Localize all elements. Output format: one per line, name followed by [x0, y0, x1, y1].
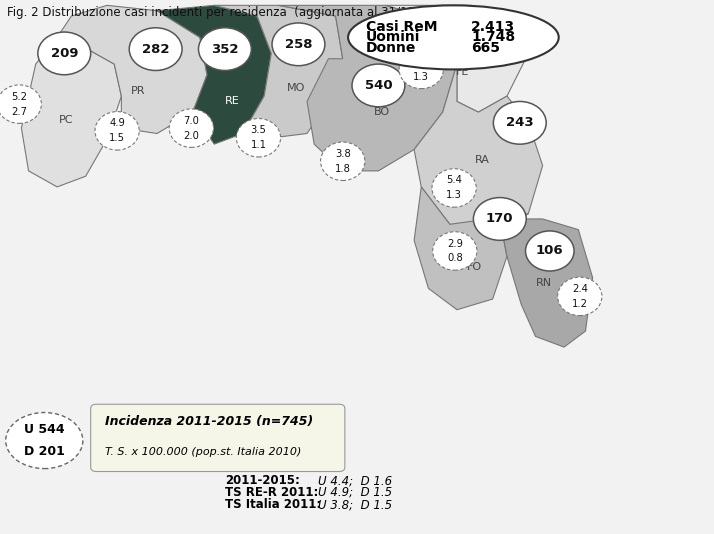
- FancyBboxPatch shape: [91, 404, 345, 472]
- Text: 258: 258: [285, 38, 312, 51]
- Text: 665: 665: [471, 41, 501, 55]
- Polygon shape: [414, 187, 528, 310]
- Text: 5.2: 5.2: [11, 92, 27, 101]
- Text: RA: RA: [475, 155, 489, 165]
- Ellipse shape: [352, 64, 405, 107]
- Text: TS Italia 2011:: TS Italia 2011:: [225, 498, 321, 511]
- Text: 2.4: 2.4: [572, 284, 588, 294]
- Text: 2.9: 2.9: [447, 239, 463, 248]
- Text: 5.4: 5.4: [446, 176, 462, 185]
- Text: 1.748: 1.748: [471, 30, 516, 44]
- Ellipse shape: [198, 28, 251, 70]
- Text: 106: 106: [536, 245, 563, 257]
- Ellipse shape: [6, 412, 83, 469]
- Text: U 544: U 544: [24, 423, 64, 436]
- Polygon shape: [386, 5, 528, 112]
- Text: FO: FO: [467, 262, 483, 272]
- Text: U 3.8;  D 1.5: U 3.8; D 1.5: [318, 498, 392, 511]
- Text: BO: BO: [374, 107, 390, 117]
- Text: 1.3: 1.3: [446, 191, 462, 200]
- Ellipse shape: [433, 232, 477, 270]
- Polygon shape: [157, 5, 271, 144]
- Text: 0.8: 0.8: [447, 254, 463, 263]
- Text: 1.8: 1.8: [335, 164, 351, 174]
- Polygon shape: [57, 5, 207, 134]
- Text: 1.3: 1.3: [413, 72, 429, 82]
- Text: 7.0: 7.0: [183, 116, 199, 125]
- Text: 282: 282: [142, 43, 169, 56]
- Text: 3.8: 3.8: [335, 149, 351, 159]
- Text: RE: RE: [225, 97, 239, 106]
- Text: T. S. x 100.000 (pop.st. Italia 2010): T. S. x 100.000 (pop.st. Italia 2010): [105, 447, 301, 457]
- Ellipse shape: [348, 5, 558, 69]
- Ellipse shape: [526, 231, 574, 271]
- Text: MO: MO: [287, 83, 306, 93]
- Text: 2.7: 2.7: [11, 107, 27, 116]
- Text: Casi ReM: Casi ReM: [366, 20, 437, 34]
- Polygon shape: [214, 5, 343, 139]
- Text: PC: PC: [59, 115, 74, 125]
- Text: 4.9: 4.9: [109, 119, 125, 128]
- Text: Incidenza 2011-2015 (n=745): Incidenza 2011-2015 (n=745): [105, 415, 313, 428]
- Text: Fig. 2 Distribuzione casi incidenti per residenza  (aggiornata al 31/12/2016): Fig. 2 Distribuzione casi incidenti per …: [7, 6, 454, 19]
- Ellipse shape: [95, 112, 139, 150]
- Ellipse shape: [432, 169, 476, 207]
- Text: 209: 209: [51, 47, 78, 60]
- Polygon shape: [500, 219, 593, 347]
- Text: U 4.4;  D 1.6: U 4.4; D 1.6: [318, 474, 392, 487]
- Polygon shape: [414, 64, 543, 235]
- Ellipse shape: [129, 28, 182, 70]
- Ellipse shape: [272, 23, 325, 66]
- Text: 352: 352: [211, 43, 238, 56]
- Ellipse shape: [473, 198, 526, 240]
- Text: FE: FE: [456, 67, 469, 77]
- Text: 4.5: 4.5: [413, 57, 429, 67]
- Ellipse shape: [399, 50, 443, 89]
- Text: PR: PR: [131, 86, 145, 96]
- Text: 170: 170: [486, 213, 513, 225]
- Text: 253: 253: [469, 38, 496, 51]
- Ellipse shape: [321, 142, 365, 180]
- Text: 1.1: 1.1: [251, 140, 266, 150]
- Text: 1.2: 1.2: [572, 299, 588, 309]
- Ellipse shape: [0, 85, 41, 123]
- Polygon shape: [278, 5, 457, 171]
- Text: RN: RN: [536, 278, 552, 288]
- Text: 243: 243: [506, 116, 533, 129]
- Polygon shape: [21, 37, 121, 187]
- Text: U 4.9;  D 1.5: U 4.9; D 1.5: [318, 486, 392, 499]
- Ellipse shape: [456, 23, 509, 66]
- Text: Uomini: Uomini: [366, 30, 420, 44]
- Ellipse shape: [236, 119, 281, 157]
- Ellipse shape: [558, 277, 602, 316]
- Ellipse shape: [493, 101, 546, 144]
- Text: 1.5: 1.5: [109, 134, 125, 143]
- Text: 2.413: 2.413: [471, 20, 516, 34]
- Ellipse shape: [38, 32, 91, 75]
- Text: 3.5: 3.5: [251, 125, 266, 135]
- Text: 2011-2015:: 2011-2015:: [225, 474, 300, 487]
- Text: D 201: D 201: [24, 445, 65, 458]
- Text: Donne: Donne: [366, 41, 416, 55]
- Ellipse shape: [169, 109, 213, 147]
- Text: TS RE-R 2011:: TS RE-R 2011:: [225, 486, 318, 499]
- Text: 540: 540: [365, 79, 392, 92]
- Text: 2.0: 2.0: [183, 131, 199, 140]
